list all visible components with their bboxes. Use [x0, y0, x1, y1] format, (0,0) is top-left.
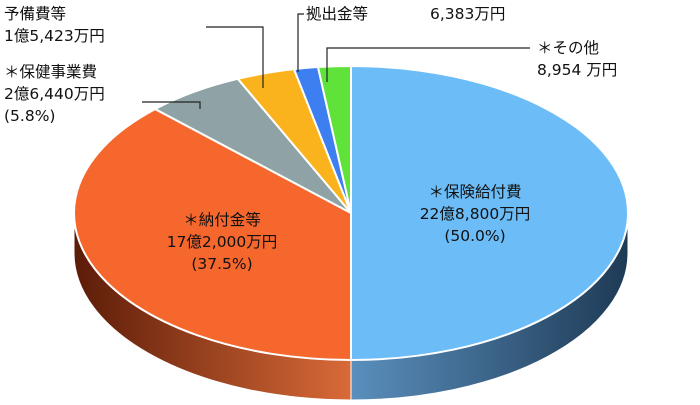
- slice-amount-yobihi: 1億5,423万円: [4, 27, 105, 45]
- slice-label-nofukin: ＊納付金等: [183, 211, 261, 229]
- leader-sonota: [326, 47, 530, 82]
- slice-label-kyoshutsukin: 拠出金等: [306, 5, 368, 23]
- slice-nofukin: [73, 108, 352, 361]
- slice-percent-hoken-kyufuhi: (50.0%): [444, 227, 505, 245]
- slice-hoken-kyufuhi: [350, 65, 629, 361]
- slice-percent-hoken-jigyohi: (5.8%): [4, 107, 55, 125]
- leader-yobihi: [206, 26, 264, 88]
- leader-hoken-jigyohi: [142, 101, 201, 109]
- slice-sonota: [317, 65, 352, 214]
- leader-lines: [142, 13, 530, 109]
- slice-amount-kyoshutsukin: 6,383万円: [430, 5, 505, 23]
- slice-amount-hoken-jigyohi: 2億6,440万円: [4, 85, 105, 103]
- slice-label-hoken-jigyohi: ＊保健事業費: [4, 63, 97, 81]
- pie-top-slices: [73, 65, 629, 361]
- slice-label-yobihi: 予備費等: [4, 5, 66, 23]
- slice-percent-nofukin: (37.5%): [191, 255, 252, 273]
- slice-amount-nofukin: 17億2,000万円: [167, 233, 278, 251]
- slice-label-hoken-kyufuhi: ＊保険給付費: [428, 183, 521, 201]
- slice-label-sonota: ＊その他: [537, 39, 599, 57]
- slice-amount-sonota: 8,954 万円: [537, 61, 617, 79]
- leader-kyoshutsukin: [297, 13, 304, 72]
- slice-amount-hoken-kyufuhi: 22億8,800万円: [420, 205, 531, 223]
